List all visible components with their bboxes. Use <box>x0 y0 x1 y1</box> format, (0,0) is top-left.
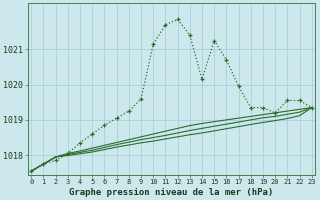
X-axis label: Graphe pression niveau de la mer (hPa): Graphe pression niveau de la mer (hPa) <box>69 188 274 197</box>
